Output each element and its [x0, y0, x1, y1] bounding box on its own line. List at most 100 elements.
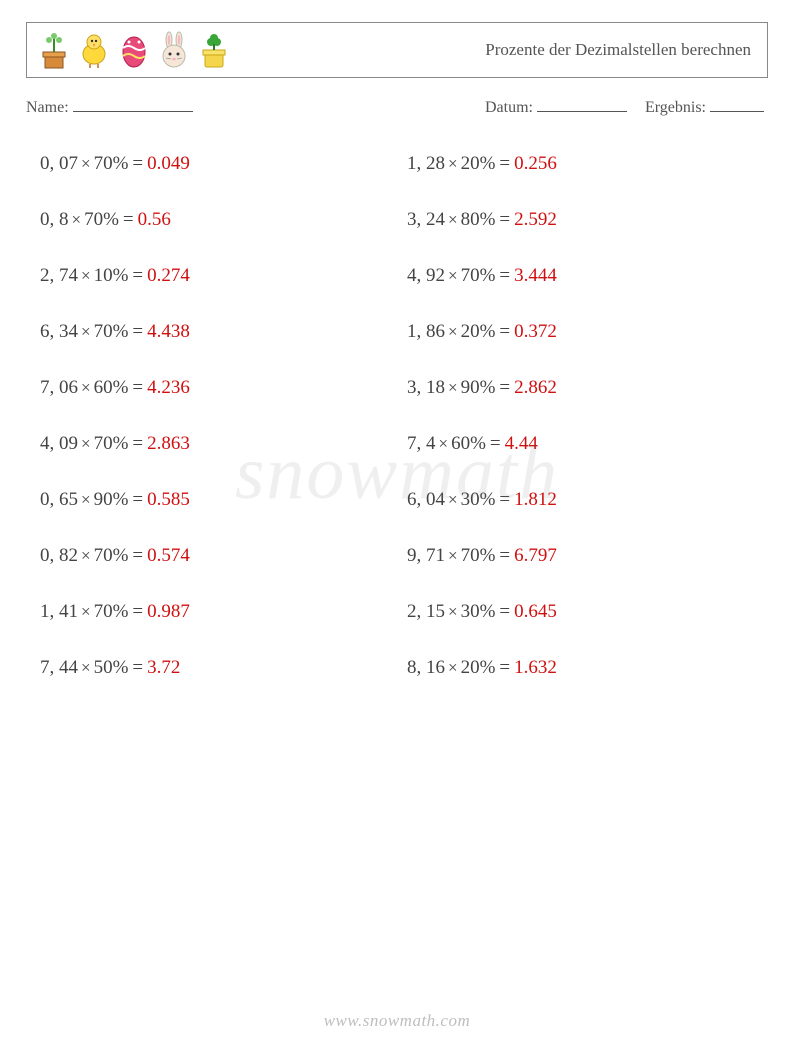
- times-icon: ×: [78, 266, 94, 285]
- operand-b: 70%: [94, 321, 129, 342]
- times-icon: ×: [445, 210, 461, 229]
- answer-value: 0.56: [138, 209, 171, 230]
- times-icon: ×: [78, 154, 94, 173]
- answer-value: 0.585: [147, 489, 190, 510]
- operand-a: 6, 04: [407, 489, 445, 510]
- operand-b: 70%: [94, 153, 129, 174]
- equals-sign: =: [486, 433, 505, 454]
- answer-value: 0.256: [514, 153, 557, 174]
- operand-b: 70%: [84, 209, 119, 230]
- problems-grid: 0, 07×70%=0.0491, 28×20%=0.2560, 8×70%=0…: [26, 153, 768, 679]
- times-icon: ×: [78, 378, 94, 397]
- answer-value: 0.645: [514, 601, 557, 622]
- answer-value: 0.574: [147, 545, 190, 566]
- times-icon: ×: [445, 546, 461, 565]
- answer-value: 1.632: [514, 657, 557, 678]
- equals-sign: =: [128, 433, 147, 454]
- answer-value: 3.444: [514, 265, 557, 286]
- result-blank[interactable]: [710, 98, 764, 112]
- answer-value: 4.236: [147, 377, 190, 398]
- equals-sign: =: [495, 545, 514, 566]
- operand-b: 30%: [461, 489, 496, 510]
- operand-b: 60%: [451, 433, 486, 454]
- answer-value: 0.049: [147, 153, 190, 174]
- equals-sign: =: [495, 489, 514, 510]
- problem-right-6: 6, 04×30%=1.812: [407, 489, 754, 511]
- times-icon: ×: [445, 602, 461, 621]
- equals-sign: =: [495, 209, 514, 230]
- name-blank[interactable]: [73, 98, 193, 112]
- worksheet-title: Prozente der Dezimalstellen berechnen: [485, 40, 757, 60]
- problem-right-4: 3, 18×90%=2.862: [407, 377, 754, 399]
- times-icon: ×: [78, 434, 94, 453]
- times-icon: ×: [78, 322, 94, 341]
- problem-right-2: 4, 92×70%=3.444: [407, 265, 754, 287]
- operand-b: 70%: [94, 433, 129, 454]
- operand-b: 90%: [94, 489, 129, 510]
- operand-b: 70%: [461, 545, 496, 566]
- operand-b: 20%: [461, 321, 496, 342]
- problem-right-3: 1, 86×20%=0.372: [407, 321, 754, 343]
- operand-a: 9, 71: [407, 545, 445, 566]
- answer-value: 1.812: [514, 489, 557, 510]
- answer-value: 3.72: [147, 657, 180, 678]
- operand-b: 70%: [94, 545, 129, 566]
- equals-sign: =: [128, 265, 147, 286]
- operand-b: 70%: [94, 601, 129, 622]
- answer-value: 4.44: [505, 433, 538, 454]
- problem-left-9: 7, 44×50%=3.72: [40, 657, 387, 679]
- operand-a: 1, 28: [407, 153, 445, 174]
- operand-a: 4, 92: [407, 265, 445, 286]
- answer-value: 0.987: [147, 601, 190, 622]
- times-icon: ×: [445, 490, 461, 509]
- equals-sign: =: [495, 377, 514, 398]
- operand-a: 8, 16: [407, 657, 445, 678]
- operand-b: 10%: [94, 265, 129, 286]
- problem-left-2: 2, 74×10%=0.274: [40, 265, 387, 287]
- equals-sign: =: [128, 657, 147, 678]
- equals-sign: =: [128, 601, 147, 622]
- operand-b: 60%: [94, 377, 129, 398]
- times-icon: ×: [436, 434, 452, 453]
- operand-a: 1, 41: [40, 601, 78, 622]
- problem-left-3: 6, 34×70%=4.438: [40, 321, 387, 343]
- header-box: Prozente der Dezimalstellen berechnen: [26, 22, 768, 78]
- worksheet-page: Prozente der Dezimalstellen berechnen Na…: [0, 0, 794, 679]
- operand-a: 7, 44: [40, 657, 78, 678]
- answer-value: 2.592: [514, 209, 557, 230]
- equals-sign: =: [128, 321, 147, 342]
- times-icon: ×: [78, 546, 94, 565]
- times-icon: ×: [445, 378, 461, 397]
- equals-sign: =: [128, 153, 147, 174]
- header-icons-row: [37, 30, 231, 70]
- times-icon: ×: [445, 266, 461, 285]
- times-icon: ×: [69, 210, 85, 229]
- answer-value: 2.862: [514, 377, 557, 398]
- operand-a: 7, 4: [407, 433, 436, 454]
- operand-a: 0, 65: [40, 489, 78, 510]
- operand-b: 90%: [461, 377, 496, 398]
- times-icon: ×: [78, 490, 94, 509]
- operand-b: 70%: [461, 265, 496, 286]
- operand-a: 3, 24: [407, 209, 445, 230]
- problem-left-6: 0, 65×90%=0.585: [40, 489, 387, 511]
- operand-a: 0, 07: [40, 153, 78, 174]
- equals-sign: =: [119, 209, 138, 230]
- answer-value: 0.372: [514, 321, 557, 342]
- answer-value: 0.274: [147, 265, 190, 286]
- problem-right-9: 8, 16×20%=1.632: [407, 657, 754, 679]
- bunny-icon: [157, 30, 191, 70]
- meta-row: Name: Datum: Ergebnis:: [26, 98, 768, 117]
- operand-a: 2, 74: [40, 265, 78, 286]
- operand-b: 20%: [461, 657, 496, 678]
- equals-sign: =: [128, 545, 147, 566]
- footer-url: www.snowmath.com: [0, 1011, 794, 1031]
- problem-right-7: 9, 71×70%=6.797: [407, 545, 754, 567]
- operand-b: 20%: [461, 153, 496, 174]
- operand-a: 4, 09: [40, 433, 78, 454]
- equals-sign: =: [128, 377, 147, 398]
- operand-a: 1, 86: [407, 321, 445, 342]
- answer-value: 6.797: [514, 545, 557, 566]
- date-blank[interactable]: [537, 98, 627, 112]
- easter-egg-icon: [117, 30, 151, 70]
